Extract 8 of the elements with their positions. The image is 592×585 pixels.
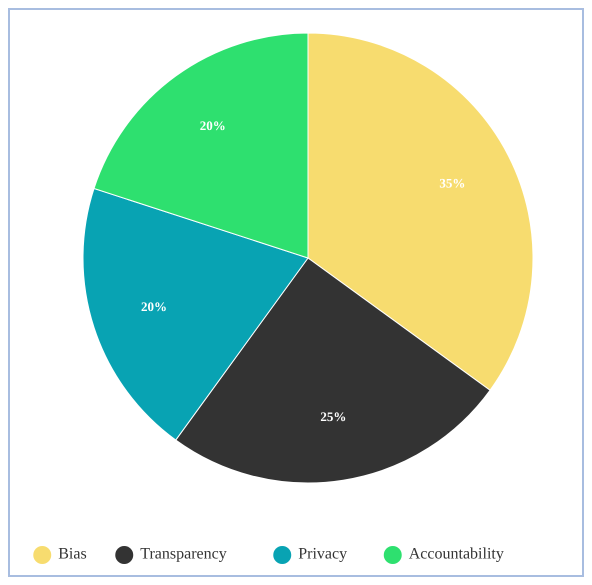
legend-label: Transparency — [140, 546, 227, 563]
data-label: 20% — [200, 118, 226, 133]
legend-label: Accountability — [408, 546, 504, 563]
data-label: 35% — [439, 175, 466, 190]
data-label: 20% — [140, 299, 167, 314]
legend-label: Privacy — [298, 546, 348, 563]
legend-label: Bias — [58, 546, 87, 563]
data-label: 25% — [320, 408, 346, 424]
